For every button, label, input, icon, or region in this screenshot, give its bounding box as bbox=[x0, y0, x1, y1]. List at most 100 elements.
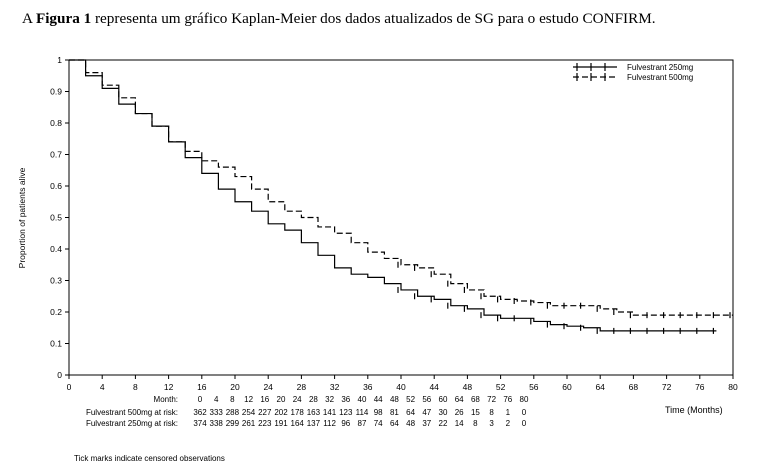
x-tick-label: 76 bbox=[695, 382, 705, 392]
x-tick-label: 56 bbox=[529, 382, 539, 392]
risk-row-label: Fulvestrant 500mg at risk: bbox=[86, 408, 178, 417]
x-tick-label: 8 bbox=[133, 382, 138, 392]
risk-count: 37 bbox=[422, 419, 431, 428]
risk-count: 202 bbox=[274, 408, 288, 417]
plot-frame bbox=[68, 59, 734, 376]
risk-count: 14 bbox=[455, 419, 464, 428]
risk-count: 87 bbox=[358, 419, 367, 428]
y-tick-label: 0.4 bbox=[50, 244, 62, 254]
x-tick-label: 48 bbox=[463, 382, 473, 392]
risk-table: Month: 0 4 8 12 16 20 24 28 32 36 40 44 48 52 56 60 64 68 7… bbox=[86, 395, 529, 428]
x-tick-label: 40 bbox=[396, 382, 406, 392]
x-tick-label: 4 bbox=[100, 382, 105, 392]
x-tick-label: 52 bbox=[496, 382, 506, 392]
risk-row-label: Fulvestrant 250mg at risk: bbox=[86, 419, 178, 428]
chart-axes: 00.10.20.30.40.50.60.70.80.910 4 8 12 16 20 24… bbox=[50, 55, 738, 392]
y-tick-label: 0.7 bbox=[50, 150, 62, 160]
risk-month-value: 52 bbox=[406, 395, 415, 404]
y-tick-label: 0.1 bbox=[50, 339, 62, 349]
y-tick-label: 0.2 bbox=[50, 307, 62, 317]
y-tick-label: 1 bbox=[57, 55, 62, 65]
x-tick-label: 44 bbox=[429, 382, 439, 392]
figure-caption: A Figura 1 representa um gráfico Kaplan-… bbox=[22, 10, 752, 28]
x-tick-label: 28 bbox=[297, 382, 307, 392]
risk-month-value: 0 bbox=[198, 395, 203, 404]
x-tick-label: 60 bbox=[562, 382, 572, 392]
risk-count: 254 bbox=[242, 408, 256, 417]
x-tick-label: 68 bbox=[629, 382, 639, 392]
risk-count: 96 bbox=[341, 419, 350, 428]
risk-count: 8 bbox=[473, 419, 478, 428]
x-tick-label: 24 bbox=[263, 382, 273, 392]
risk-count: 98 bbox=[374, 408, 383, 417]
risk-count: 123 bbox=[339, 408, 353, 417]
risk-count: 2 bbox=[506, 419, 511, 428]
survival-curves bbox=[69, 59, 733, 334]
risk-count: 223 bbox=[258, 419, 272, 428]
x-tick-label: 36 bbox=[363, 382, 373, 392]
risk-month-value: 40 bbox=[358, 395, 367, 404]
series-fulvestrant-250mg bbox=[69, 59, 717, 334]
risk-count: 81 bbox=[390, 408, 399, 417]
risk-count: 191 bbox=[274, 419, 288, 428]
x-tick-label: 72 bbox=[662, 382, 672, 392]
legend-label: Fulvestrant 250mg bbox=[627, 63, 693, 72]
risk-count: 178 bbox=[291, 408, 305, 417]
risk-count: 0 bbox=[522, 419, 527, 428]
risk-count: 227 bbox=[258, 408, 272, 417]
risk-count: 362 bbox=[193, 408, 207, 417]
x-axis-label: Time (Months) bbox=[665, 405, 723, 415]
risk-month-header: Month: bbox=[154, 395, 178, 404]
risk-month-value: 28 bbox=[309, 395, 318, 404]
x-tick-label: 64 bbox=[595, 382, 605, 392]
risk-month-value: 76 bbox=[503, 395, 512, 404]
risk-count: 22 bbox=[439, 419, 448, 428]
risk-month-value: 20 bbox=[277, 395, 286, 404]
risk-count: 64 bbox=[406, 408, 415, 417]
y-tick-label: 0.9 bbox=[50, 87, 62, 97]
risk-count: 74 bbox=[374, 419, 383, 428]
risk-count: 333 bbox=[210, 408, 224, 417]
risk-month-value: 64 bbox=[455, 395, 464, 404]
risk-month-value: 80 bbox=[520, 395, 529, 404]
y-tick-label: 0.6 bbox=[50, 181, 62, 191]
x-tick-label: 12 bbox=[164, 382, 174, 392]
risk-month-value: 32 bbox=[325, 395, 334, 404]
risk-count: 3 bbox=[489, 419, 494, 428]
x-tick-label: 32 bbox=[330, 382, 340, 392]
y-tick-label: 0.8 bbox=[50, 118, 62, 128]
risk-count: 112 bbox=[323, 419, 336, 428]
series-fulvestrant-500mg bbox=[69, 59, 733, 319]
x-tick-label: 20 bbox=[230, 382, 240, 392]
risk-month-value: 44 bbox=[374, 395, 383, 404]
risk-month-value: 4 bbox=[214, 395, 219, 404]
survival-curve-line bbox=[69, 59, 717, 332]
x-tick-label: 0 bbox=[67, 382, 72, 392]
x-tick-label: 16 bbox=[197, 382, 207, 392]
risk-month-value: 24 bbox=[293, 395, 302, 404]
risk-count: 48 bbox=[406, 419, 415, 428]
risk-count: 47 bbox=[422, 408, 431, 417]
risk-month-value: 36 bbox=[341, 395, 350, 404]
survival-curve-line bbox=[69, 59, 733, 316]
risk-month-value: 12 bbox=[244, 395, 253, 404]
risk-count: 26 bbox=[455, 408, 464, 417]
risk-count: 64 bbox=[390, 419, 399, 428]
risk-month-value: 48 bbox=[390, 395, 399, 404]
x-tick-label: 80 bbox=[728, 382, 738, 392]
risk-count: 338 bbox=[210, 419, 224, 428]
footnote: Tick marks indicate censored observation… bbox=[74, 454, 225, 463]
risk-month-value: 56 bbox=[422, 395, 431, 404]
risk-count: 114 bbox=[356, 408, 369, 417]
risk-count: 299 bbox=[226, 419, 240, 428]
risk-count: 141 bbox=[323, 408, 337, 417]
caption-prefix: A bbox=[22, 10, 36, 27]
risk-month-value: 16 bbox=[260, 395, 269, 404]
y-tick-label: 0 bbox=[57, 370, 62, 380]
risk-count: 137 bbox=[307, 419, 321, 428]
risk-month-value: 8 bbox=[230, 395, 235, 404]
risk-month-value: 60 bbox=[439, 395, 448, 404]
